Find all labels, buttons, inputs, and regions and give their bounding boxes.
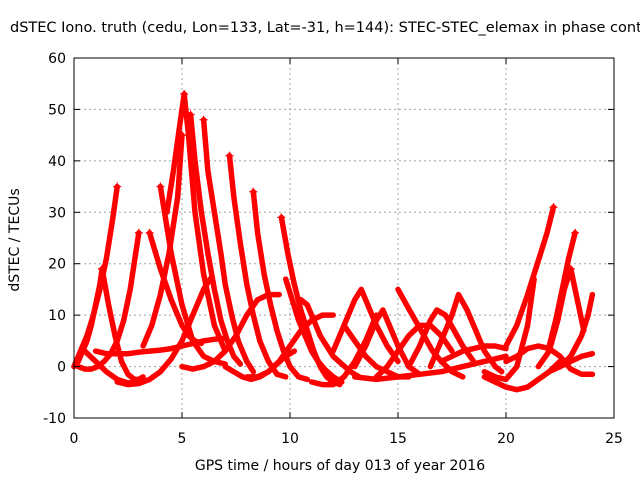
series-trace	[75, 230, 142, 372]
x-tick-label: 15	[389, 431, 407, 447]
series-trace	[71, 266, 105, 370]
plus-marker	[566, 264, 575, 273]
plus-marker	[199, 115, 208, 124]
series-trace	[546, 350, 596, 375]
plus-marker	[178, 131, 186, 140]
plus-marker	[98, 264, 107, 273]
series-trace	[503, 204, 557, 349]
series-trace	[250, 188, 311, 383]
plus-marker	[277, 213, 286, 222]
y-tick-label: 60	[48, 51, 66, 67]
series-trace	[282, 276, 345, 385]
y-tick-label: 10	[48, 308, 66, 324]
tick-marks	[73, 57, 615, 419]
series-trace	[278, 214, 343, 388]
y-tick-label: 0	[57, 360, 66, 376]
series-trace	[187, 111, 244, 367]
x-axis-label: GPS time / hours of day 013 of year 2016	[195, 458, 485, 474]
series-trace	[438, 343, 509, 365]
series-trace	[146, 230, 205, 347]
data-series	[71, 90, 596, 393]
plus-marker	[134, 228, 143, 237]
series-trace	[406, 307, 477, 370]
series-trace	[71, 183, 120, 370]
plus-marker	[113, 182, 122, 191]
y-tick-label: 30	[48, 205, 66, 221]
x-tick-label: 5	[178, 431, 187, 447]
x-tick-label: 25	[605, 431, 623, 447]
plus-marker	[186, 110, 195, 119]
chart-title: dSTEC Iono. truth (cedu, Lon=133, Lat=-3…	[10, 20, 640, 36]
x-tick-label: 20	[497, 431, 515, 447]
series-trace	[179, 291, 282, 372]
plus-marker	[180, 90, 189, 98]
series-trace	[373, 322, 455, 380]
plus-marker	[225, 151, 234, 160]
y-tick-label: 40	[48, 154, 66, 170]
plus-marker	[249, 187, 258, 196]
plus-marker	[145, 228, 154, 237]
y-tick-label: -10	[43, 411, 66, 427]
y-tick-label: 50	[48, 102, 66, 118]
series-trace	[244, 312, 336, 380]
series-trace	[535, 266, 587, 370]
series-trace	[557, 291, 596, 370]
x-tick-label: 0	[70, 431, 79, 447]
series-trace	[352, 353, 509, 383]
y-tick-label: 20	[48, 257, 66, 273]
plot-frame	[73, 57, 615, 419]
plus-marker	[156, 182, 165, 191]
series-trace	[164, 91, 228, 354]
series-trace	[92, 335, 228, 357]
series-trace	[330, 286, 401, 365]
series-trace	[200, 116, 257, 375]
plus-marker	[549, 203, 558, 212]
series-trace	[114, 276, 213, 388]
series-trace	[352, 307, 423, 378]
y-axis-label: dSTEC / TECUs	[7, 188, 23, 291]
plus-marker	[571, 228, 580, 237]
series-trace	[140, 132, 185, 349]
series-trace	[481, 276, 537, 383]
x-tick-label: 10	[281, 431, 299, 447]
